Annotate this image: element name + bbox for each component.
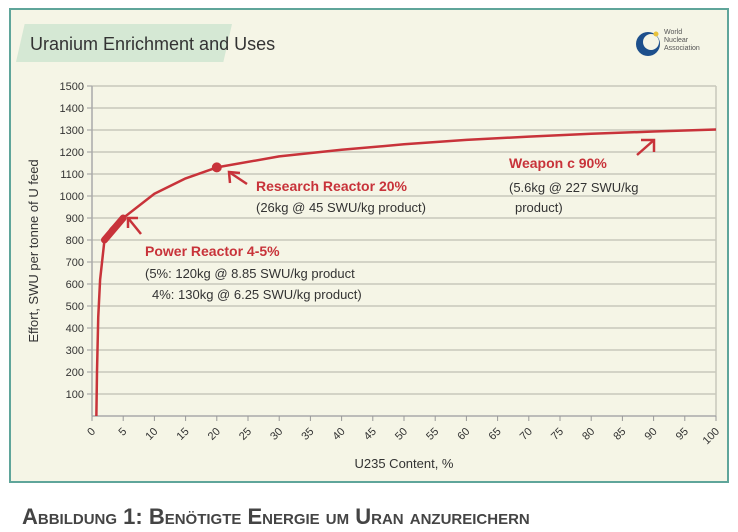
logo-line: Association: [664, 45, 700, 52]
weapon-detail-2: product): [515, 200, 563, 215]
x-tick-label: 85: [611, 426, 628, 443]
y-tick-label: 1000: [60, 191, 84, 203]
x-tick-label: 75: [549, 426, 566, 443]
power-detail-2: 4%: 130kg @ 6.25 SWU/kg product): [152, 287, 362, 302]
y-tick-label: 400: [66, 323, 84, 335]
weapon-label: Weapon c 90%: [509, 155, 607, 171]
y-tick-label: 1400: [60, 103, 84, 115]
x-tick-label: 70: [518, 426, 535, 443]
research-label: Research Reactor 20%: [256, 178, 407, 194]
y-tick-label: 1200: [60, 147, 84, 159]
weapon-arrow-shaft: [636, 139, 655, 156]
title-banner: [16, 24, 232, 62]
x-tick-label: 5: [117, 426, 130, 439]
logo-text: World Nuclear Association: [664, 29, 700, 53]
x-tick-label: 50: [393, 426, 410, 443]
x-tick-label: 90: [643, 426, 660, 443]
power-arrow-shaft: [127, 217, 142, 235]
weapon-detail: (5.6kg @ 227 SWU/kg: [509, 180, 639, 195]
x-tick-label: 60: [455, 426, 472, 443]
y-tick-label: 100: [66, 389, 84, 401]
x-tick-label: 55: [424, 426, 441, 443]
y-tick-label: 800: [66, 235, 84, 247]
chart-title: Uranium Enrichment and Uses: [30, 34, 276, 54]
x-tick-label: 20: [206, 426, 223, 443]
x-tick-label: 25: [237, 426, 254, 443]
research-arrow-shaft: [228, 170, 248, 186]
x-tick-label: 15: [175, 426, 192, 443]
y-axis-label: Effort, SWU per tonne of U feed: [26, 159, 41, 342]
x-tick-label: 10: [143, 426, 160, 443]
y-tick-label: 600: [66, 279, 84, 291]
y-tick-label: 500: [66, 301, 84, 313]
x-tick-label: 95: [674, 426, 691, 443]
y-tick-label: 700: [66, 257, 84, 269]
x-tick-label: 80: [580, 426, 597, 443]
x-tick-label: 40: [331, 426, 348, 443]
y-tick-label: 1500: [60, 81, 84, 93]
x-tick-label: 100: [701, 426, 722, 447]
y-tick-label: 1100: [60, 169, 84, 181]
x-tick-label: 45: [362, 426, 379, 443]
y-tick-label: 300: [66, 345, 84, 357]
world-nuclear-association-logo: [636, 31, 660, 56]
power-detail: (5%: 120kg @ 8.85 SWU/kg product: [145, 266, 355, 281]
power-reactor-marker: [100, 214, 127, 244]
x-axis-label: U235 Content, %: [354, 456, 453, 471]
power-label: Power Reactor 4-5%: [145, 243, 280, 259]
y-tick-label: 900: [66, 213, 84, 225]
chart-frame: [9, 8, 729, 483]
logo-line: World: [664, 29, 683, 36]
y-tick-label: 1300: [60, 125, 84, 137]
figure-caption: Abbildung 1: Benötigte Energie um Uran a…: [22, 504, 530, 529]
research-detail: (26kg @ 45 SWU/kg product): [256, 200, 426, 215]
enrichment-curve: [95, 128, 717, 417]
x-tick-label: 30: [268, 426, 285, 443]
x-tick-label: 0: [85, 426, 98, 439]
research-reactor-marker: [211, 162, 222, 173]
y-tick-label: 200: [66, 367, 84, 379]
logo-line: Nuclear: [664, 37, 689, 44]
x-tick-label: 65: [487, 426, 504, 443]
x-tick-label: 35: [299, 426, 316, 443]
